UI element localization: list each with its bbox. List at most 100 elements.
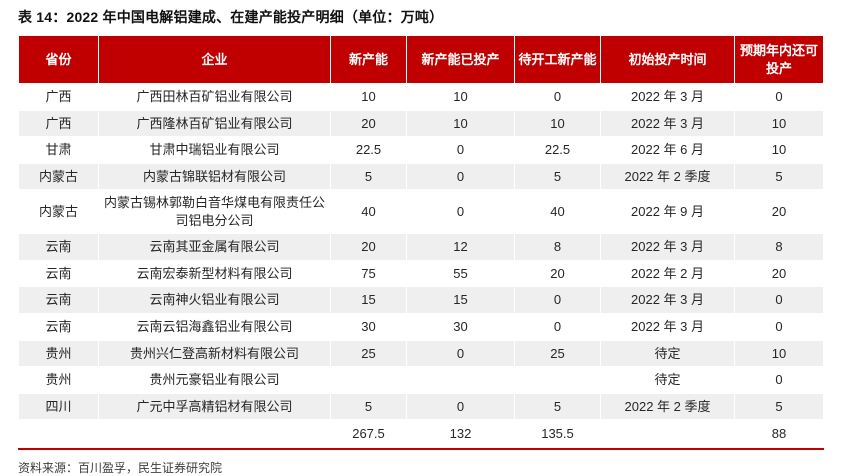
table-cell: 22.5 xyxy=(330,136,407,164)
table-cell: 20 xyxy=(734,189,824,235)
table-cell: 广西隆林百矿铝业有限公司 xyxy=(98,109,331,138)
table-footer: 267.5 132 135.5 88 xyxy=(18,419,824,450)
table-cell: 2022 年 2 季度 xyxy=(600,162,735,191)
table-cell: 25 xyxy=(330,339,407,368)
table-cell: 10 xyxy=(734,136,824,164)
capacity-table: 省份 企业 新产能 新产能已投产 待开工新产能 初始投产时间 预期年内还可投产 广西 广西田林… xyxy=(18,34,824,450)
table-cell: 55 xyxy=(406,259,515,288)
table-cell: 贵州元豪铝业有限公司 xyxy=(98,366,331,394)
column-header: 新产能 xyxy=(330,34,407,85)
table-cell: 云南云铝海鑫铝业有限公司 xyxy=(98,313,331,341)
table-title: 表 14：2022 年中国电解铝建成、在建产能投产明细（单位：万吨） xyxy=(18,9,444,25)
table-cell xyxy=(406,366,515,394)
column-header: 初始投产时间 xyxy=(600,34,735,85)
table-cell: 5 xyxy=(734,392,824,421)
table-cell: 2022 年 3 月 xyxy=(600,286,735,315)
table-row: 甘肃 甘肃中瑞铝业有限公司 22.5 0 22.5 2022 年 6 月 10 xyxy=(18,136,824,164)
table-row: 四川 广元中孚高精铝材有限公司 5 0 5 2022 年 2 季度 5 xyxy=(18,392,824,421)
table-cell: 0 xyxy=(406,136,515,164)
column-header: 新产能已投产 xyxy=(406,34,515,85)
table-cell: 0 xyxy=(514,83,601,111)
table-cell xyxy=(514,366,601,394)
table-cell: 云南 xyxy=(18,259,99,288)
table-cell: 30 xyxy=(406,313,515,341)
column-header: 企业 xyxy=(98,34,331,85)
table-cell: 内蒙古 xyxy=(18,189,99,235)
table-cell: 甘肃 xyxy=(18,136,99,164)
table-cell: 5 xyxy=(514,392,601,421)
table-row: 贵州 贵州元豪铝业有限公司 待定 0 xyxy=(18,366,824,394)
table-cell: 广西 xyxy=(18,109,99,138)
total-cell xyxy=(18,419,99,450)
column-header: 预期年内还可投产 xyxy=(734,34,824,85)
table-cell: 云南宏泰新型材料有限公司 xyxy=(98,259,331,288)
table-cell: 20 xyxy=(514,259,601,288)
table-cell: 0 xyxy=(514,286,601,315)
table-cell: 广西田林百矿铝业有限公司 xyxy=(98,83,331,111)
table-cell: 5 xyxy=(514,162,601,191)
table-cell: 5 xyxy=(330,162,407,191)
header-row: 省份 企业 新产能 新产能已投产 待开工新产能 初始投产时间 预期年内还可投产 xyxy=(18,34,824,85)
table-cell: 广元中孚高精铝材有限公司 xyxy=(98,392,331,421)
table-cell: 贵州 xyxy=(18,366,99,394)
column-header: 省份 xyxy=(18,34,99,85)
table-row: 云南 云南宏泰新型材料有限公司 75 55 20 2022 年 2 月 20 xyxy=(18,259,824,288)
table-cell: 75 xyxy=(330,259,407,288)
table-cell: 内蒙古锦联铝材有限公司 xyxy=(98,162,331,191)
table-cell: 贵州兴仁登高新材料有限公司 xyxy=(98,339,331,368)
total-cell: 88 xyxy=(734,419,824,450)
table-cell: 2022 年 3 月 xyxy=(600,313,735,341)
table-cell: 20 xyxy=(330,109,407,138)
total-cell: 132 xyxy=(406,419,515,450)
table-cell: 甘肃中瑞铝业有限公司 xyxy=(98,136,331,164)
table-cell: 2022 年 9 月 xyxy=(600,189,735,235)
table-row: 广西 广西隆林百矿铝业有限公司 20 10 10 2022 年 3 月 10 xyxy=(18,109,824,138)
table-cell: 0 xyxy=(406,339,515,368)
table-cell: 10 xyxy=(734,109,824,138)
table-cell: 0 xyxy=(406,162,515,191)
table-cell: 四川 xyxy=(18,392,99,421)
table-cell: 0 xyxy=(734,286,824,315)
source-note: 资料来源：百川盈孚，民生证券研究院 xyxy=(18,460,223,475)
table-cell: 30 xyxy=(330,313,407,341)
table-cell: 40 xyxy=(514,189,601,235)
table-cell: 云南 xyxy=(18,233,99,261)
table-row: 内蒙古 内蒙古锦联铝材有限公司 5 0 5 2022 年 2 季度 5 xyxy=(18,162,824,191)
table-cell: 15 xyxy=(330,286,407,315)
table-cell: 20 xyxy=(330,233,407,261)
table-header: 省份 企业 新产能 新产能已投产 待开工新产能 初始投产时间 预期年内还可投产 xyxy=(18,34,824,85)
table-cell: 8 xyxy=(514,233,601,261)
table-cell: 内蒙古 xyxy=(18,162,99,191)
total-cell xyxy=(600,419,735,450)
table-cell: 待定 xyxy=(600,366,735,394)
table-cell: 2022 年 2 季度 xyxy=(600,392,735,421)
table-cell: 内蒙古锡林郭勒白音华煤电有限责任公司铝电分公司 xyxy=(98,189,331,235)
table-cell: 25 xyxy=(514,339,601,368)
table-cell: 0 xyxy=(406,392,515,421)
table-cell: 40 xyxy=(330,189,407,235)
table-cell: 2022 年 3 月 xyxy=(600,109,735,138)
table-cell: 10 xyxy=(330,83,407,111)
table-cell: 待定 xyxy=(600,339,735,368)
table-cell: 5 xyxy=(330,392,407,421)
table-cell: 云南 xyxy=(18,313,99,341)
total-cell xyxy=(98,419,331,450)
total-cell: 135.5 xyxy=(514,419,601,450)
table-row: 内蒙古 内蒙古锡林郭勒白音华煤电有限责任公司铝电分公司 40 0 40 2022 年 9 … xyxy=(18,189,824,235)
table-body: 广西 广西田林百矿铝业有限公司 10 10 0 2022 年 3 月 0 广西 广西隆林百矿铝业… xyxy=(18,83,824,421)
table-cell: 22.5 xyxy=(514,136,601,164)
total-cell: 267.5 xyxy=(330,419,407,450)
table-cell: 0 xyxy=(734,366,824,394)
table-cell: 0 xyxy=(734,83,824,111)
table-cell: 10 xyxy=(734,339,824,368)
column-header: 待开工新产能 xyxy=(514,34,601,85)
table-cell: 15 xyxy=(406,286,515,315)
table-cell: 8 xyxy=(734,233,824,261)
table-cell: 云南神火铝业有限公司 xyxy=(98,286,331,315)
table-cell: 0 xyxy=(514,313,601,341)
